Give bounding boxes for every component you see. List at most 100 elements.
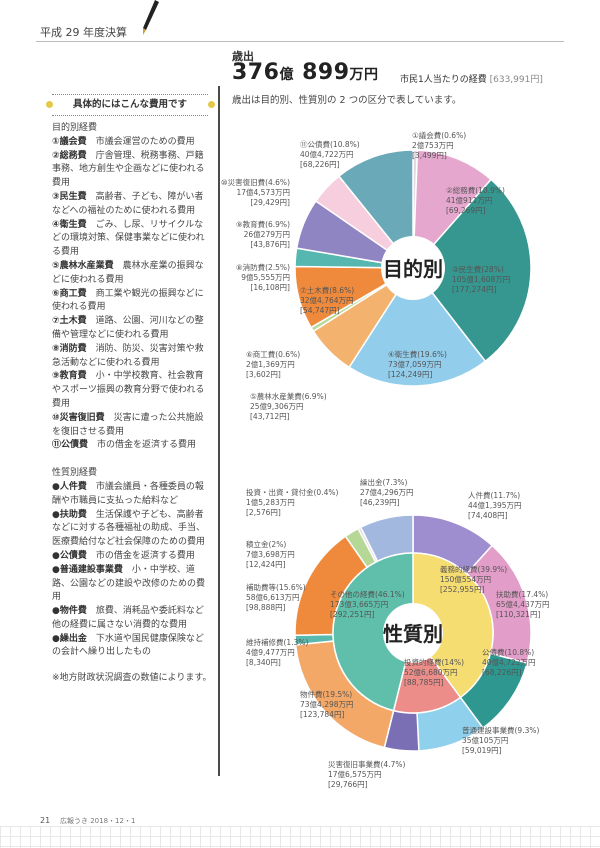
purpose-term: ①議会費 (52, 136, 87, 147)
nature-inner-label: その他の経費(46.1%) 173億3,665万円 [292,251円] (330, 590, 405, 619)
nature-outer-label: 繰出金(7.3%) 27億4,296万円 [46,239円] (360, 478, 414, 507)
bullet-dot-icon (208, 101, 215, 108)
expenditure-label: 歳出 (232, 50, 254, 63)
purpose-slice-label: ③民生費(28%) 105億1,608万円 [177,274円] (452, 265, 511, 294)
purpose-pie-slice (412, 149, 493, 271)
purpose-desc: 消防、防災、災害対策や救急活動などに使われる費用 (52, 343, 204, 368)
nature-list: ●人件費 市議会議員・各種委員の報酬や市職員に支払った給料など ●扶助費 生活保護… (52, 481, 212, 660)
chart-description: 歳出は目的別、性質別の 2 つの区分で表しています。 (232, 95, 462, 106)
purpose-term: ⑤農林水産業費 (52, 260, 114, 271)
nature-term: ●物件費 (52, 606, 87, 617)
nature-desc: 市の借金を返済する費用 (86, 550, 195, 561)
purpose-desc: 災害に遭った公共施設を復旧させる費用 (52, 412, 204, 437)
nature-term: ●繰出金 (52, 633, 87, 644)
nature-desc: 市議会議員・各種委員の報酬や市職員に支払った給料など (52, 481, 204, 506)
nature-item: ●公債費 市の借金を返済する費用 (52, 550, 212, 564)
bullet-dot-icon (46, 101, 53, 108)
page-number: 21 (40, 816, 51, 825)
purpose-term: ⑥商工費 (52, 288, 87, 299)
purpose-item: ⑥商工費 商工業や観光の振興などに使われる費用 (52, 288, 212, 316)
nature-term: ●扶助費 (52, 509, 87, 520)
purpose-desc: 小・中学校教育、社会教育やスポーツ振興の教育分野で使われる費用 (52, 371, 205, 409)
purpose-pie-slice (412, 178, 532, 363)
nature-item: ●扶助費 生活保護や子ども、高齢者などに対する各種福祉の助成、手当、医療費給付な… (52, 509, 212, 550)
amount-man-value: 899 (302, 60, 350, 85)
nature-inner-slice (412, 552, 494, 699)
purpose-list: ①議会費 市議会運営のための費用 ②総務費 庁舎管理、税務事務、戸籍事務、地方創生… (52, 136, 212, 453)
nature-pie-title: 性質別 (383, 622, 443, 646)
nature-outer-label: 補助費等(15.6%) 58億6,613万円 [98,888円] (246, 583, 306, 612)
nature-outer-label: 投資・出資・貸付金(0.4%) 1億5,283万円 [2,576円] (246, 488, 339, 517)
expense-glossary-panel: 具体的にはこんな費用です 目的別経費 ①議会費 市議会運営のための費用 ②総務費 … (40, 86, 220, 776)
nature-item: ●繰出金 下水道や国民健康保険などの会計へ繰り出したもの (52, 633, 212, 661)
nature-term: ●普通建設事業費 (52, 564, 123, 575)
purpose-slice-label: ⑤農林水産業費(6.9%) 25億9,306万円 [43,712円] (250, 392, 327, 421)
purpose-slice-label: ①議会費(0.6%) 2億753万円 [3,499円] (412, 131, 467, 160)
purpose-desc: 高齢者、子ども、障がい者などへの福祉のために使われる費用 (52, 191, 204, 216)
purpose-term: ⑦土木費 (52, 316, 87, 327)
nature-outer-label: 維持補修費(1.3%) 4億9,477万円 [8,340円] (246, 638, 309, 667)
purpose-term: ④衛生費 (52, 219, 87, 230)
purpose-term: ⑧消防費 (52, 343, 87, 354)
purpose-item: ⑦土木費 道路、公園、河川などの整備や管理などに使われる費用 (52, 315, 212, 343)
purpose-desc: 道路、公園、河川などの整備や管理などに使われる費用 (52, 316, 204, 340)
nature-pie-hole (383, 603, 443, 663)
footnote: ※地方財政状況調査の数値によります。 (52, 673, 212, 684)
per-capita-label: 市民1人当たりの経費 (400, 75, 487, 85)
purpose-term: ⑪公債費 (52, 440, 89, 451)
amount-man-unit: 万円 (349, 67, 379, 83)
purpose-desc: 市の借金を返済する費用 (88, 440, 197, 451)
per-capita: 市民1人当たりの経費 [633,991円] (400, 72, 543, 85)
purpose-slice-label: ⑪公債費(10.8%) 40億4,722万円 [68,226円] (300, 140, 360, 169)
purpose-desc: 庁舎管理、税務事務、戸籍事務、地方創生や企画などに使われる費用 (52, 150, 205, 189)
purpose-pie-slice (337, 149, 414, 271)
purpose-slice-label: ⑥商工費(0.6%) 2億1,369万円 [3,602円] (246, 350, 301, 379)
purpose-item: ⑪公債費 市の借金を返済する費用 (52, 439, 212, 453)
nature-term: ●公債費 (52, 550, 87, 561)
purpose-slice-label: ②総務費(10.9%) 41億911万円 [69,269円] (446, 186, 505, 215)
nature-desc: 生活保護や子ども、高齢者などに対する各種福祉の助成、手当、医療費給付など社会保障… (52, 509, 206, 548)
purpose-item: ①議会費 市議会運営のための費用 (52, 136, 212, 150)
purpose-slice-label: ⑦土木費(8.6%) 32億4,764万円 [54,747円] (300, 286, 355, 315)
purpose-slice-label: ⑨教育費(6.9%) 26億279万円 [43,876円] (235, 220, 290, 249)
glossary-title: 具体的にはこんな費用です (52, 94, 208, 116)
nature-outer-label: 人件費(11.7%) 44億1,395万円 [74,408円] (468, 491, 522, 520)
purpose-term: ⑩災害復旧費 (52, 412, 105, 423)
purpose-term: ②総務費 (52, 150, 87, 161)
purpose-item: ④衛生費 ごみ、し尿、リサイクルなどの環境対策、保健事業などに使われる費用 (52, 219, 212, 260)
nature-outer-label: 扶助費(17.4%) 65億4,437万円 [110,321円] (496, 590, 550, 619)
nature-inner-label: 義務的経費(39.9%) 150億554万円 [252,955円] (440, 565, 508, 594)
total-expenditure: 376億 899万円 (232, 60, 379, 85)
nature-inner-slice (332, 552, 414, 712)
purpose-term: ③民生費 (52, 191, 87, 202)
glossary-body: 目的別経費 ①議会費 市議会運営のための費用 ②総務費 庁舎管理、税務事務、戸籍事… (52, 120, 212, 686)
purpose-section-heading: 目的別経費 (52, 123, 98, 133)
nature-outer-label: 物件費(19.5%) 73億4,298万円 [123,784円] (300, 690, 354, 719)
amount-oku-value: 376 (232, 60, 280, 85)
page-header-title: 平成 29 年度決算 (40, 26, 127, 39)
nature-desc: 下水道や国民健康保険などの会計へ繰り出したもの (52, 633, 204, 658)
nature-outer-label: 普通建設事業費(9.3%) 35億105万円 [59,019円] (462, 726, 540, 755)
nature-outer-label: 積立金(2%) 7億3,698万円 [12,424円] (246, 540, 295, 569)
per-capita-value: [633,991円] (489, 75, 543, 85)
purpose-pie-title: 目的別 (383, 257, 443, 281)
purpose-item: ⑧消防費 消防、防災、災害対策や救急活動などに使われる費用 (52, 343, 212, 371)
purpose-pie-slice (348, 266, 487, 387)
purpose-item: ⑨教育費 小・中学校教育、社会教育やスポーツ振興の教育分野で使われる費用 (52, 370, 212, 411)
purpose-slice-label: ⑧消防費(2.5%) 9億5,555万円 [16,108円] (235, 263, 290, 292)
purpose-item: ⑤農林水産業費 農林水産業の振興などに使われる費用 (52, 260, 212, 288)
footer-grid-pattern (0, 826, 600, 848)
nature-item: ●普通建設事業費 小・中学校、道路、公園などの建設や改修のための費用 (52, 564, 212, 605)
nature-item: ●人件費 市議会議員・各種委員の報酬や市職員に支払った給料など (52, 481, 212, 509)
nature-desc: 小・中学校、道路、公園などの建設や改修のための費用 (52, 564, 206, 603)
purpose-item: ⑩災害復旧費 災害に遭った公共施設を復旧させる費用 (52, 412, 212, 440)
nature-term: ●人件費 (52, 481, 87, 492)
purpose-desc: 市議会運営のための費用 (86, 136, 195, 147)
amount-oku-unit: 億 (279, 67, 294, 83)
purpose-term: ⑨教育費 (52, 371, 87, 382)
nature-desc: 旅費、消耗品や委託料など他の経費に属さない消費的な費用 (52, 606, 204, 630)
publication-name: 広報うき 2018・12・1 (60, 817, 136, 825)
nature-item: ●物件費 旅費、消耗品や委託料など他の経費に属さない消費的な費用 (52, 605, 212, 633)
purpose-desc: 農林水産業の振興などに使われる費用 (52, 260, 204, 285)
